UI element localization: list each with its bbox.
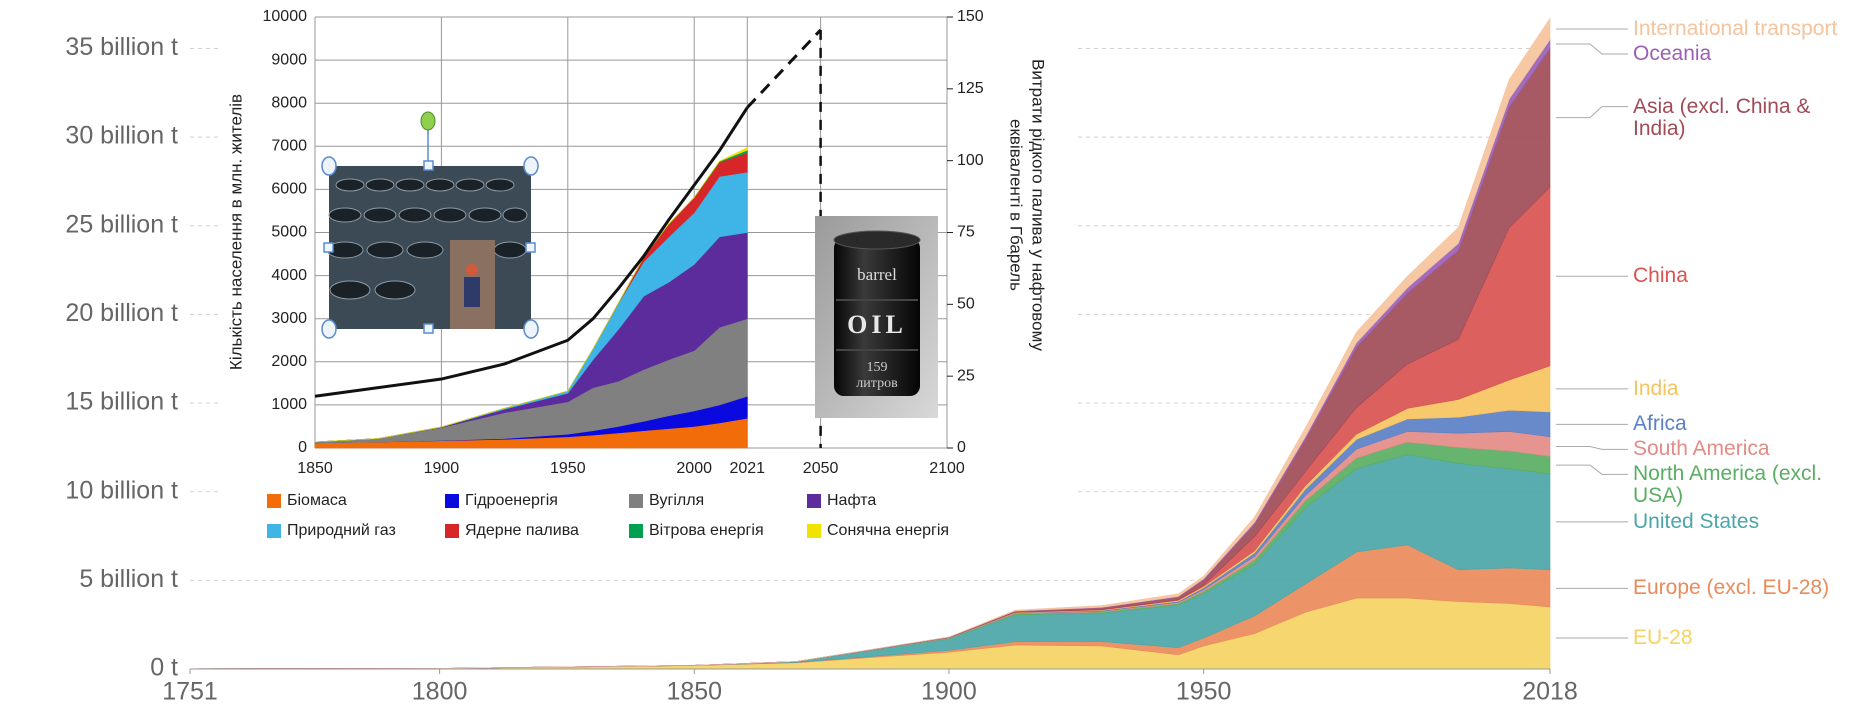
barrel-text: литров [856, 376, 898, 391]
y-tick-label: 0 [298, 439, 307, 456]
photo-person [466, 264, 478, 276]
legend-leader [1556, 44, 1628, 54]
legend-label: Вугілля [649, 492, 704, 509]
y2-axis-title: Витрати рідкого палива у нафтовому [1029, 59, 1048, 351]
y2-tick-label: 0 [957, 439, 966, 456]
y-tick-label: 20 billion t [65, 299, 178, 327]
y-tick-label: 30 billion t [65, 122, 178, 150]
legend-label: Сонячна енергія [827, 522, 949, 539]
legend-label: EU-28 [1633, 627, 1853, 649]
legend-swatch [629, 494, 643, 508]
y-tick-label: 35 billion t [65, 33, 178, 61]
legend-label: Ядерне палива [465, 522, 579, 539]
x-tick-label: 1950 [1176, 678, 1232, 706]
legend-label: North America (excl. USA) [1633, 463, 1853, 507]
barrel-image: barrel OIL 159 литров [815, 216, 938, 418]
x-tick-label: 1850 [666, 678, 722, 706]
x-tick-label: 2021 [729, 460, 765, 477]
x-tick-label: 2050 [803, 460, 839, 477]
legend-swatch [267, 524, 281, 538]
legend-label: Вітрова енергія [649, 522, 764, 539]
legend-leader [1556, 107, 1628, 118]
photo-person [464, 277, 480, 307]
y-tick-label: 8000 [271, 94, 307, 111]
x-tick-label: 1900 [921, 678, 977, 706]
y-axis-title: Кількість населення в млн. жителів [226, 94, 245, 370]
legend-label: Нафта [827, 492, 876, 509]
y-tick-label: 3000 [271, 310, 307, 327]
y2-tick-label: 100 [957, 152, 984, 169]
y-tick-label: 10 billion t [65, 476, 178, 504]
y2-axis-title: еквіваленті в Гбарель [1007, 119, 1026, 291]
legend-label: United States [1633, 511, 1853, 533]
legend-label: South America [1633, 438, 1853, 460]
x-tick-label: 2100 [929, 460, 965, 477]
barrel-text: OIL [847, 310, 907, 339]
y-tick-label: 7000 [271, 138, 307, 155]
x-tick-label: 1950 [550, 460, 586, 477]
barrel-lid [834, 231, 920, 249]
legend-leader [1556, 465, 1628, 474]
y-tick-label: 9000 [271, 51, 307, 68]
y2-tick-label: 75 [957, 224, 975, 241]
chart: 0 t5 billion t10 billion t15 billion t20… [0, 0, 1862, 708]
legend-leader [1556, 446, 1628, 449]
legend-label: Africa [1633, 413, 1853, 435]
y2-tick-label: 25 [957, 367, 975, 384]
y-tick-label: 2000 [271, 353, 307, 370]
legend-label: Europe (excl. EU-28) [1633, 577, 1853, 599]
legend-label: India [1633, 378, 1853, 400]
legend-label: Гідроенергія [465, 492, 558, 509]
y-tick-label: 15 billion t [65, 388, 178, 416]
x-tick-label: 1850 [297, 460, 333, 477]
x-tick-label: 2018 [1522, 678, 1578, 706]
y2-tick-label: 150 [957, 8, 984, 25]
legend-label: China [1633, 265, 1853, 287]
area [190, 598, 1550, 669]
legend-swatch [445, 524, 459, 538]
barrel-text: barrel [857, 265, 897, 284]
legend-label: International transport [1633, 18, 1853, 40]
legend-swatch [629, 524, 643, 538]
legend-swatch [807, 524, 821, 538]
legend-label: Природний газ [287, 522, 396, 539]
barrel-text: 159 [867, 360, 888, 375]
x-tick-label: 1900 [424, 460, 460, 477]
legend-swatch [267, 494, 281, 508]
rotate-handle[interactable] [421, 112, 435, 130]
legend-swatch [445, 494, 459, 508]
y-tick-label: 6000 [271, 181, 307, 198]
x-tick-label: 1800 [412, 678, 468, 706]
y-tick-label: 1000 [271, 396, 307, 413]
y-tick-label: 25 billion t [65, 210, 178, 238]
x-tick-label: 2000 [676, 460, 712, 477]
y-tick-label: 10000 [263, 8, 308, 25]
y-tick-label: 5000 [271, 224, 307, 241]
legend-label: Біомаса [287, 492, 347, 509]
legend-swatch [807, 494, 821, 508]
x-tick-label: 1751 [162, 678, 218, 706]
y-tick-label: 5 billion t [79, 565, 178, 593]
y2-tick-label: 50 [957, 296, 975, 313]
legend-label: Oceania [1633, 43, 1853, 65]
page: 0 t5 billion t10 billion t15 billion t20… [0, 0, 1862, 708]
y2-tick-label: 125 [957, 80, 984, 97]
y-tick-label: 4000 [271, 267, 307, 284]
legend-label: Asia (excl. China & India) [1633, 96, 1853, 140]
